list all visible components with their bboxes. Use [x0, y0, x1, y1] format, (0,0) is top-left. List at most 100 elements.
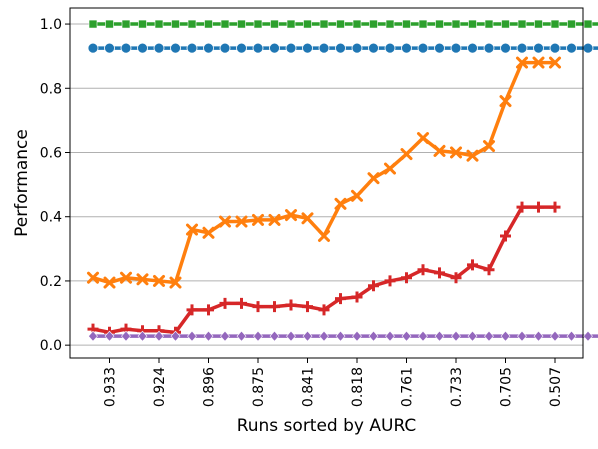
data-point	[105, 19, 114, 29]
y-tick-label: 0.8	[40, 81, 62, 97]
data-point	[269, 301, 280, 313]
data-point	[302, 301, 313, 313]
data-point	[220, 19, 230, 29]
data-point	[532, 56, 545, 69]
data-point	[401, 272, 412, 284]
data-point	[269, 42, 280, 54]
data-point	[433, 144, 446, 157]
data-point	[154, 330, 164, 342]
data-point	[301, 212, 314, 225]
x-tick-label: 0.705	[499, 367, 515, 407]
data-point	[368, 330, 379, 342]
data-point	[286, 330, 296, 342]
data-point	[500, 230, 511, 242]
data-point	[401, 42, 412, 54]
data-point	[352, 19, 362, 29]
series-0	[88, 19, 598, 29]
data-point	[104, 42, 115, 54]
data-point	[500, 42, 511, 54]
data-point	[318, 229, 330, 242]
data-point	[550, 330, 560, 342]
data-point	[384, 42, 396, 54]
data-point	[138, 19, 147, 29]
data-point	[302, 330, 313, 342]
y-axis-label: Performance	[12, 129, 32, 237]
data-point	[236, 297, 247, 309]
data-point	[418, 330, 428, 342]
data-point	[550, 19, 560, 29]
y-tick-label: 1.0	[40, 17, 62, 33]
x-axis-label: Runs sorted by AURC	[237, 416, 417, 436]
data-point	[434, 42, 445, 54]
x-tick-label: 0.933	[103, 367, 119, 407]
y-tick-label: 0.6	[40, 145, 62, 161]
data-point	[285, 42, 297, 54]
data-point	[483, 140, 495, 153]
data-point	[384, 275, 396, 287]
data-point	[549, 56, 561, 69]
data-point	[87, 42, 99, 54]
x-tick-label: 0.841	[301, 367, 317, 407]
data-point	[336, 19, 345, 29]
data-point	[534, 19, 543, 29]
data-point	[500, 330, 511, 342]
data-point	[467, 42, 478, 54]
data-point	[186, 304, 198, 316]
data-point	[204, 19, 213, 29]
data-point	[253, 19, 263, 29]
x-tick-label: 0.818	[350, 367, 366, 407]
data-point	[533, 330, 544, 342]
data-point	[400, 148, 413, 161]
data-point	[450, 146, 462, 159]
data-point	[253, 330, 263, 342]
data-point	[351, 42, 363, 54]
data-point	[154, 19, 164, 29]
series-1	[87, 42, 598, 54]
y-tick-label: 0.4	[40, 210, 62, 226]
data-point	[450, 42, 462, 54]
x-axis: 0.933 0.924 0.896 0.875 0.841 0.818 0.761 0.733…	[103, 358, 564, 407]
x-tick-label: 0.761	[400, 367, 416, 407]
data-point	[268, 213, 281, 226]
data-point	[285, 209, 297, 222]
data-point	[220, 330, 230, 342]
data-point	[451, 330, 461, 342]
data-point	[203, 42, 214, 54]
data-point	[484, 19, 494, 29]
data-point	[450, 272, 462, 284]
y-gridlines	[70, 23, 583, 346]
plot-frame	[69, 7, 584, 359]
data-point	[367, 172, 380, 185]
data-point	[169, 276, 182, 289]
data-point	[351, 291, 363, 303]
data-point	[368, 42, 379, 54]
data-point	[302, 42, 313, 54]
series-layer	[87, 19, 598, 342]
x-tick-label: 0.507	[548, 367, 564, 407]
data-point	[468, 19, 477, 29]
data-point	[583, 330, 593, 342]
y-axis: 0.0 0.2 0.4 0.6 0.8 1.0	[40, 17, 70, 354]
data-point	[533, 42, 544, 54]
x-tick-label: 0.924	[152, 367, 168, 407]
data-point	[270, 19, 279, 29]
data-point	[483, 42, 495, 54]
data-point	[582, 42, 594, 54]
data-point	[202, 226, 215, 239]
data-point	[351, 189, 363, 202]
data-point	[87, 271, 99, 284]
data-point	[435, 19, 444, 29]
data-point	[434, 267, 445, 279]
data-point	[203, 304, 214, 316]
data-point	[516, 201, 528, 213]
data-point	[269, 330, 280, 342]
data-point	[516, 56, 528, 69]
data-point	[517, 19, 527, 29]
data-point	[319, 19, 329, 29]
data-point	[417, 132, 429, 145]
y-tick-label: 0.0	[40, 338, 62, 354]
data-point	[335, 330, 346, 342]
data-point	[103, 276, 116, 289]
data-point	[385, 19, 395, 29]
